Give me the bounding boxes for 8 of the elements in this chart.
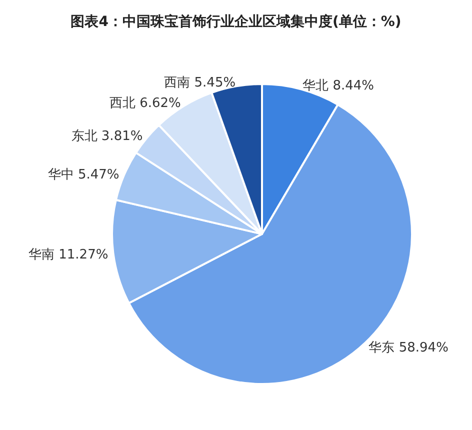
slice-label: 华东 58.94% bbox=[368, 340, 448, 356]
slice-label: 西北 6.62% bbox=[109, 96, 181, 111]
slice-label: 西南 5.45% bbox=[164, 75, 236, 90]
chart-title: 图表4：中国珠宝首饰行业企业区域集中度(单位：%) bbox=[70, 13, 402, 30]
slice-label: 华中 5.47% bbox=[48, 167, 120, 182]
slice-label: 华北 8.44% bbox=[302, 78, 374, 94]
slice-label: 华南 11.27% bbox=[28, 247, 108, 262]
slice-label: 东北 3.81% bbox=[71, 129, 143, 144]
